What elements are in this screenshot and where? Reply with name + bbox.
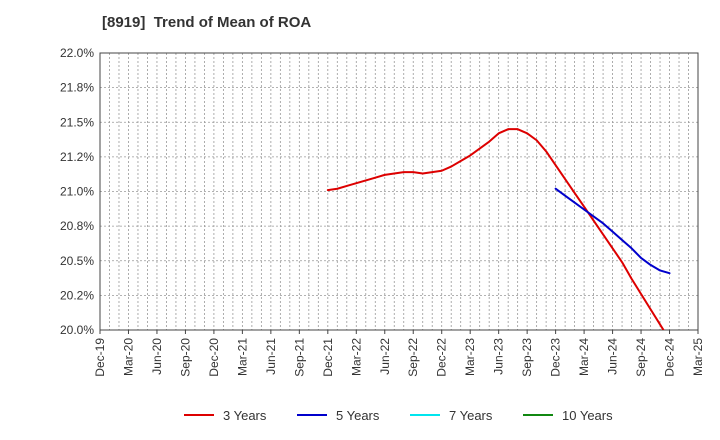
y-tick-label: 20.8%: [60, 219, 94, 233]
grid-layer: [100, 53, 698, 330]
series-line-0: [326, 128, 665, 330]
legend-layer: 3 Years 5 Years 7 Years 10 Years: [184, 408, 613, 423]
y-tick-label: 20.2%: [60, 288, 94, 302]
x-tick-label: Mar-22: [349, 338, 363, 376]
legend-label: 7 Years: [449, 408, 493, 423]
plot-area: [100, 53, 698, 330]
x-tick-label: Jun-23: [492, 338, 506, 375]
x-tick-label: Sep-21: [292, 338, 306, 377]
y-tick-label: 20.5%: [60, 254, 94, 268]
y-tick-label: 21.0%: [60, 185, 94, 199]
x-tick-label: Dec-24: [663, 338, 677, 377]
y-tick-label: 21.2%: [60, 150, 94, 164]
x-tick-label: Dec-23: [549, 338, 563, 377]
y-tick-label: 21.8%: [60, 81, 94, 95]
plot-frame: [99, 52, 699, 331]
series-layer: [326, 128, 671, 330]
x-tick-label: Mar-24: [577, 338, 591, 376]
y-tick-label: 22.0%: [60, 46, 94, 60]
x-tick-label: Dec-21: [321, 338, 335, 377]
x-tick-label: Dec-20: [207, 338, 221, 377]
axis-layer: 20.0% 20.2% 20.5% 20.8% 21.0% 21.2% 21.5% 21.8%…: [60, 46, 705, 377]
x-tick-label: Dec-22: [435, 338, 449, 377]
x-tick-label: Mar-21: [235, 338, 249, 376]
y-tick-label: 21.5%: [60, 115, 94, 129]
x-tick-label: Mar-23: [463, 338, 477, 376]
series-line-1: [554, 187, 671, 275]
x-tick-label: Sep-24: [634, 338, 648, 377]
x-tick-label: Jun-20: [150, 338, 164, 375]
x-tick-label: Sep-23: [520, 338, 534, 377]
x-tick-label: Sep-20: [178, 338, 192, 377]
legend-label: 5 Years: [336, 408, 380, 423]
x-tick-label: Jun-21: [264, 338, 278, 375]
legend-label: 10 Years: [562, 408, 613, 423]
x-tick-label: Mar-25: [691, 338, 705, 376]
y-tick-label: 20.0%: [60, 323, 94, 337]
x-tick-label: Sep-22: [406, 338, 420, 377]
x-tick-label: Dec-19: [93, 338, 107, 377]
legend-label: 3 Years: [223, 408, 267, 423]
chart-title: [8919] Trend of Mean of ROA: [102, 14, 312, 31]
x-tick-label: Jun-22: [378, 338, 392, 375]
x-tick-label: Jun-24: [606, 338, 620, 375]
x-tick-label: Mar-20: [121, 338, 135, 376]
